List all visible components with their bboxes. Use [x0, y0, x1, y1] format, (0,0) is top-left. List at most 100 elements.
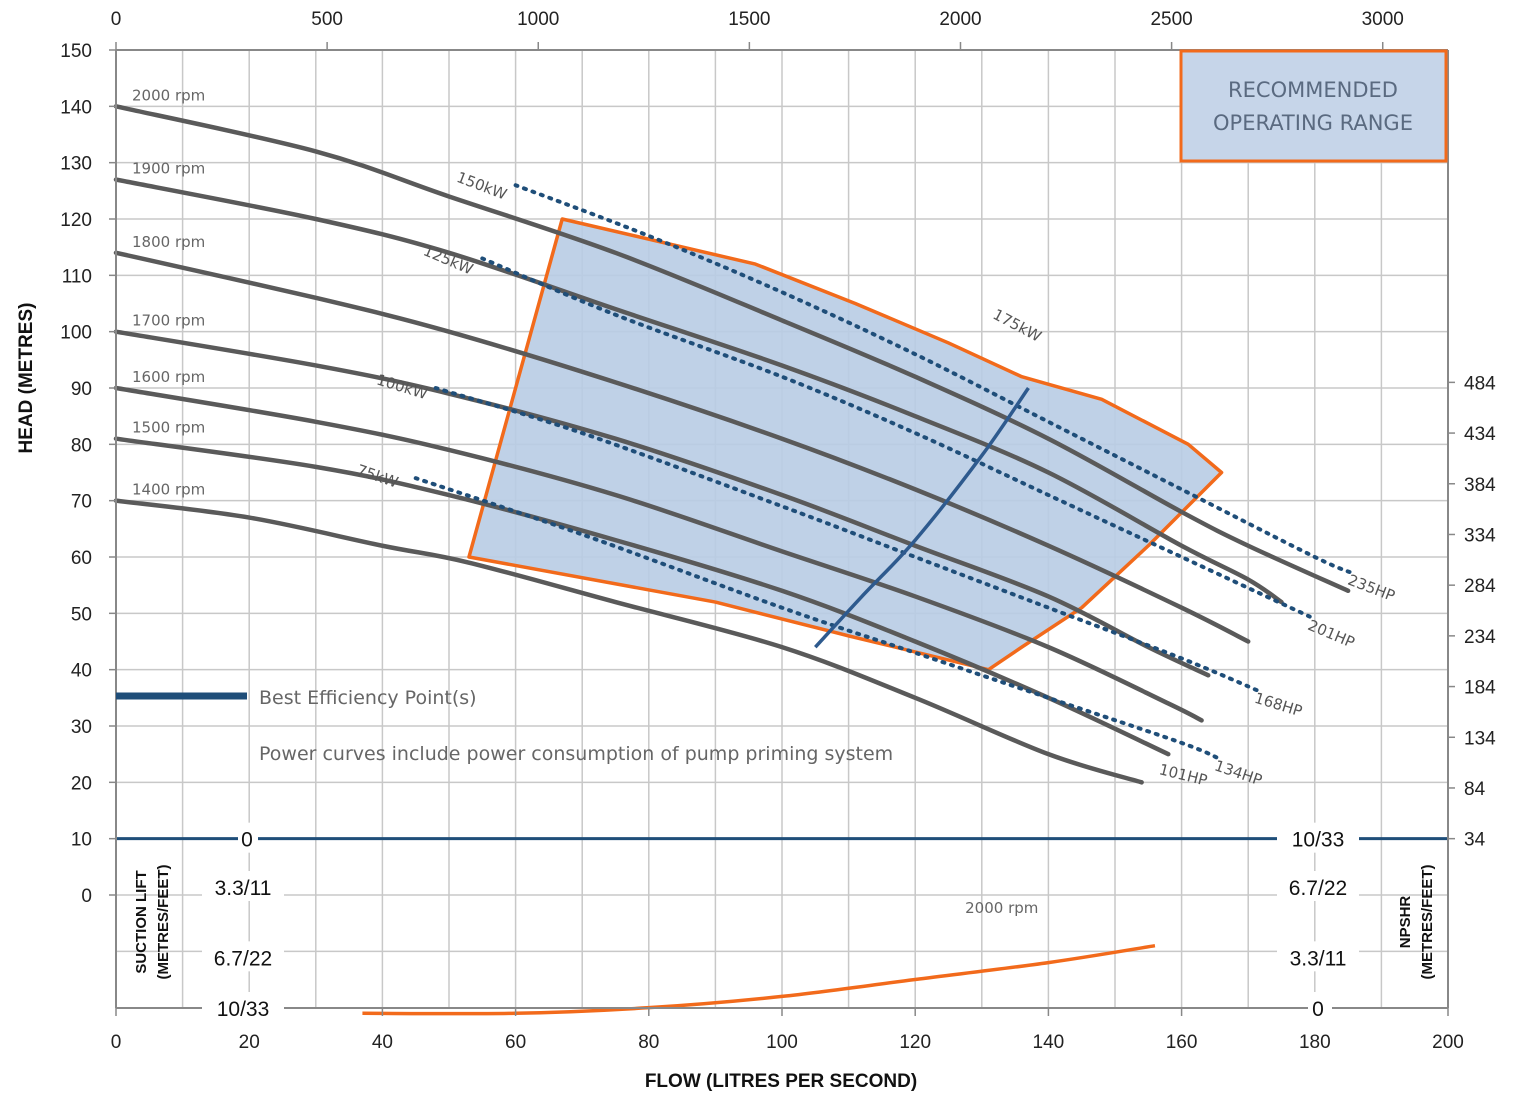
- suction-title-1: SUCTION LIFT: [133, 870, 150, 973]
- legend-range-text-2: OPERATING RANGE: [1213, 111, 1413, 135]
- right-tick-label: 84: [1464, 779, 1486, 800]
- rpm-label: 1800 rpm: [132, 233, 205, 251]
- pump-curve-1800-rpm: [113, 250, 1251, 644]
- y-tick-label: 20: [71, 773, 92, 794]
- y-axis-title: HEAD (METRES): [16, 303, 37, 454]
- y-tick-label: 100: [60, 323, 92, 344]
- power-curve-100kW: [433, 386, 1264, 695]
- power-note: Power curves include power consumption o…: [259, 743, 893, 765]
- y-tick-label: 110: [62, 266, 92, 287]
- rpm-label: 1600 rpm: [132, 368, 205, 386]
- top-tick-label: 1500: [728, 9, 770, 30]
- y-tick-label: 130: [60, 154, 92, 175]
- suction-tick-label: 6.7/22: [214, 947, 272, 970]
- x-tick-label: 200: [1432, 1032, 1464, 1053]
- npshr-curve: [362, 943, 1156, 1016]
- y-tick-label: 150: [60, 41, 92, 62]
- right-tick-label: 134: [1464, 728, 1496, 749]
- suction-tick-bg: [202, 992, 284, 1022]
- rpm-label: 1400 rpm: [132, 481, 205, 499]
- right-tick-label: 34: [1464, 830, 1486, 851]
- x-tick-label: 80: [638, 1032, 659, 1053]
- y-tick-label: 10: [71, 830, 92, 851]
- pump-curve-1900-rpm: [113, 177, 1284, 605]
- npshr-title-2: (METRES/FEET): [1419, 864, 1436, 979]
- power-hp-label: 101HP: [1157, 760, 1209, 789]
- top-tick-label: 1000: [517, 9, 559, 30]
- right-tick-label: 234: [1464, 627, 1496, 648]
- right-tick-label: 434: [1464, 424, 1496, 445]
- top-tick-label: 2500: [1150, 9, 1192, 30]
- rpm-label: 1700 rpm: [132, 312, 205, 330]
- top-tick-label: 0: [111, 9, 122, 30]
- right-tick-label: 284: [1464, 576, 1496, 597]
- npshr-tick-bg: [1308, 992, 1332, 1022]
- y-tick-label: 30: [71, 717, 92, 738]
- legend-bep-text: Best Efficiency Point(s): [259, 687, 477, 709]
- power-hp-label: 134HP: [1212, 757, 1264, 790]
- power-kw-label: 150kW: [454, 168, 509, 203]
- right-tick-label: 184: [1464, 678, 1496, 699]
- x-tick-label: 100: [766, 1032, 798, 1053]
- npshr-rpm-label: 2000 rpm: [965, 899, 1038, 917]
- top-tick-label: 500: [311, 9, 343, 30]
- power-curve-75kW: [413, 476, 1224, 762]
- y-tick-label: 80: [71, 435, 92, 456]
- power-curves: [413, 183, 1357, 762]
- top-tick-label: 2000: [939, 9, 981, 30]
- x-tick-label: 20: [239, 1032, 260, 1053]
- rpm-label: 1900 rpm: [132, 160, 205, 178]
- x-tick-label: 40: [372, 1032, 393, 1053]
- suction-tick-label: 10/33: [217, 998, 270, 1021]
- suction-tick-bg: [202, 941, 284, 972]
- power-curve-150kW: [513, 183, 1357, 576]
- npshr-tick-label: 10/33: [1292, 829, 1345, 852]
- right-tick-label: 384: [1464, 475, 1496, 496]
- pump-curves: [113, 104, 1351, 785]
- top-tick-label: 3000: [1362, 9, 1404, 30]
- suction-tick-label: 3.3/11: [215, 877, 272, 900]
- x-tick-label: 60: [505, 1032, 526, 1053]
- y-tick-label: 120: [60, 210, 92, 231]
- pump-curve-1600-rpm: [113, 385, 1204, 723]
- npshr-tick-bg: [1277, 941, 1359, 972]
- right-tick-label: 484: [1464, 373, 1496, 394]
- power-hp-label: 235HP: [1345, 571, 1397, 605]
- power-hp-label: 201HP: [1305, 616, 1357, 652]
- x-tick-label: 0: [111, 1032, 122, 1053]
- power-kw-label: 75kW: [354, 461, 400, 492]
- x-tick-label: 140: [1033, 1032, 1065, 1053]
- right-tick-label: 334: [1464, 525, 1496, 546]
- best-efficiency-line: [814, 387, 1030, 649]
- x-axis-title: FLOW (LITRES PER SECOND): [645, 1071, 917, 1092]
- npshr-tick-label: 6.7/22: [1289, 877, 1347, 900]
- power-kw-label: 175kW: [990, 305, 1045, 345]
- suction-tick-label: 0: [241, 829, 253, 852]
- npshr-tick-label: 3.3/11: [1290, 947, 1347, 970]
- y-tick-label: 60: [71, 548, 92, 569]
- legend-range-text-1: RECOMMENDED: [1228, 78, 1398, 102]
- power-hp-label: 168HP: [1252, 689, 1304, 721]
- bep-line: [814, 387, 1030, 649]
- npshr-curve: [362, 943, 1156, 1016]
- x-tick-label: 180: [1299, 1032, 1331, 1053]
- y-tick-label: 140: [60, 97, 92, 118]
- npshr-title-1: NPSHR: [1397, 896, 1414, 949]
- y-tick-label: 40: [71, 661, 92, 682]
- pump-curve-1500-rpm: [113, 436, 1171, 757]
- rpm-label: 2000 rpm: [132, 86, 205, 104]
- suction-tick-bg: [202, 871, 284, 901]
- x-tick-label: 160: [1166, 1032, 1198, 1053]
- pump-curve-1400-rpm: [113, 498, 1144, 785]
- legend-range-box: [1179, 49, 1448, 163]
- suction-tick-bg: [238, 822, 258, 853]
- y-tick-label: 50: [71, 604, 92, 625]
- y-tick-label: 70: [71, 492, 92, 513]
- rpm-label: 1500 rpm: [132, 419, 205, 437]
- y-tick-label: 90: [71, 379, 92, 400]
- y-tick-label: 0: [81, 886, 92, 907]
- power-curve-125kW: [480, 256, 1317, 621]
- pump-curve-2000-rpm: [113, 104, 1351, 594]
- npshr-tick-bg: [1277, 822, 1359, 853]
